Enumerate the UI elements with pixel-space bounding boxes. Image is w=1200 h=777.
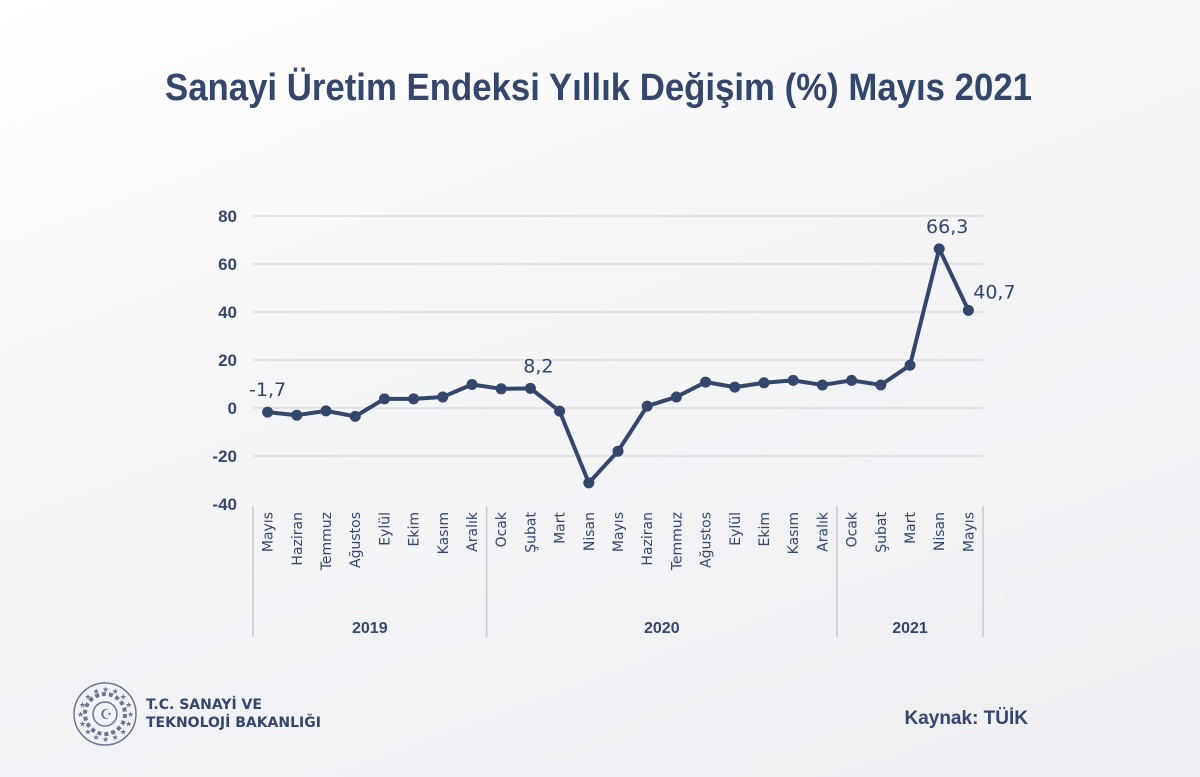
data-point (437, 391, 449, 403)
data-point (962, 304, 974, 316)
data-point (758, 377, 770, 389)
star-icon: ★ (79, 700, 86, 709)
y-tick-label: 0 (228, 399, 237, 418)
x-tick-label: Ağustos (699, 512, 715, 568)
logo-inner (92, 701, 118, 727)
year-label: 2019 (352, 620, 388, 637)
logo-stars: ★★★★★★★★★★★★ ★ ★★★ (77, 685, 134, 744)
x-tick-label: Mayıs (261, 512, 277, 552)
x-tick-label: Ocak (845, 511, 861, 547)
star-icon: ★ (79, 720, 86, 729)
year-label: 2021 (892, 620, 928, 637)
crescent-star-icon: ☪ (100, 707, 113, 723)
data-point (466, 378, 478, 390)
x-tick-label: Nisan (932, 512, 948, 551)
data-point (875, 379, 887, 391)
y-tick-label: 80 (218, 207, 237, 226)
star-icon: ★ (112, 687, 119, 696)
x-tick-label: Ekim (757, 512, 773, 546)
data-point (262, 406, 274, 418)
x-tick-label: Ocak (494, 511, 510, 547)
x-tick-label: Şubat (523, 511, 539, 552)
x-tick-label: Temmuz (669, 512, 685, 571)
data-point (378, 393, 390, 405)
data-point (670, 391, 682, 403)
y-tick-label: 40 (218, 303, 237, 322)
star-icon: ★ (102, 685, 109, 694)
x-tick-label: Haziran (290, 512, 306, 566)
data-label: 40,7 (973, 281, 1015, 303)
source-note: Kaynak: TÜİK (904, 708, 1028, 729)
data-point (583, 477, 595, 489)
x-tick-label: Aralık (815, 511, 831, 552)
x-tick-label: Kasım (436, 512, 452, 554)
x-tick-label: Aralık (465, 511, 481, 552)
y-tick-label: 20 (218, 351, 237, 370)
data-point (904, 359, 916, 371)
y-tick-label: -20 (212, 447, 237, 466)
star-icon: ★ (92, 733, 99, 742)
data-point (554, 405, 566, 417)
star-icon: ★ (102, 735, 109, 744)
x-tick-label: Temmuz (319, 512, 335, 571)
star-icon: ★ (125, 720, 132, 729)
x-tick-label: Haziran (640, 512, 656, 566)
ministry-logo: ☪ ★★★★★★★★★★★★ ★ ★★★ (73, 682, 137, 746)
data-point (816, 379, 828, 391)
x-tick-label: Mayıs (961, 512, 977, 552)
data-point (729, 381, 741, 393)
data-point (612, 445, 624, 457)
data-point (320, 405, 332, 417)
star-icon: ★ (120, 728, 127, 737)
ministry-name-line1: T.C. SANAYİ VE (146, 696, 262, 713)
logo-ring (73, 682, 137, 746)
data-point (933, 243, 945, 255)
data-point (291, 409, 303, 421)
year-label: 2020 (644, 620, 680, 637)
x-tick-label: Şubat (874, 511, 890, 552)
x-tick-label: Nisan (582, 512, 598, 551)
star-icon: ★ (120, 692, 127, 701)
star-icon: ★ (125, 700, 132, 709)
x-tick-label: Kasım (786, 512, 802, 554)
x-tick-label: Mart (553, 511, 569, 543)
data-point (641, 400, 653, 412)
x-tick-label: Mart (903, 511, 919, 543)
data-point (349, 410, 361, 422)
data-point (846, 374, 858, 386)
data-label: 66,3 (926, 216, 968, 238)
data-point (787, 374, 799, 386)
x-tick-label: Eylül (728, 512, 744, 546)
ministry-name-line2: TEKNOLOJİ BAKANLIĞI (146, 713, 321, 731)
star-icon: ★ (92, 687, 99, 696)
y-tick-label: -40 (212, 495, 237, 514)
data-point (495, 383, 507, 395)
star-icon: ★ (112, 733, 119, 742)
x-tick-label: Eylül (377, 512, 393, 546)
data-label: 8,2 (523, 355, 553, 377)
star-icon: ★ (84, 728, 91, 737)
x-tick-label: Mayıs (611, 512, 627, 552)
gear-icon (83, 692, 127, 736)
x-tick-label: Ekim (407, 512, 423, 546)
data-point (408, 393, 420, 405)
data-label: -1,7 (249, 379, 286, 401)
chart-title: Sanayi Üretim Endeksi Yıllık Değişim (%)… (165, 66, 1032, 109)
x-tick-label: Ağustos (348, 512, 364, 568)
star-icon: ★ (77, 710, 84, 719)
y-tick-label: 60 (218, 255, 237, 274)
data-point (700, 376, 712, 388)
star-icon: ★ (127, 710, 134, 719)
star-icon: ★ (84, 692, 91, 701)
data-point (524, 382, 536, 394)
